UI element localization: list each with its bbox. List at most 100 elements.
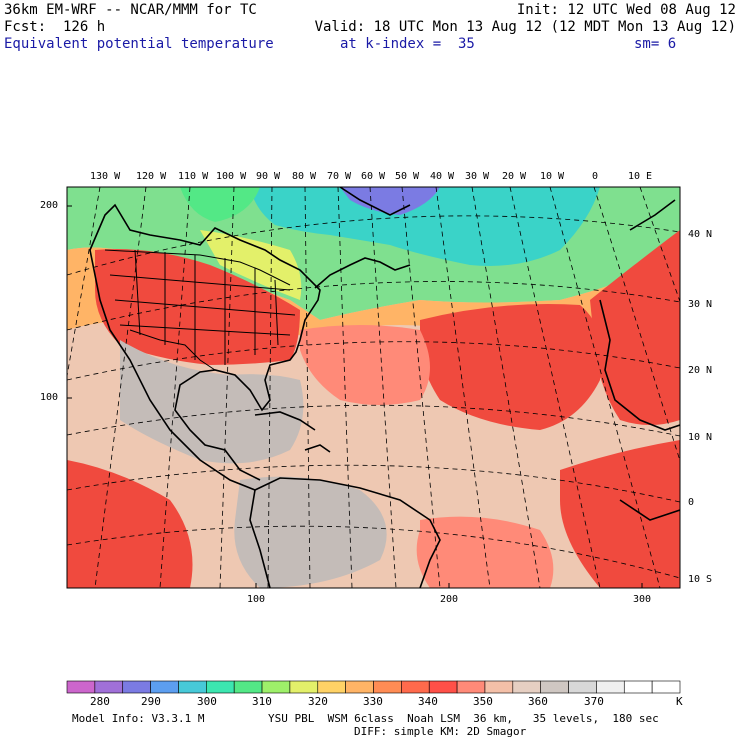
parallel-10s [67, 525, 680, 579]
parallel-40n [67, 215, 680, 276]
colorbar-swatch [401, 680, 430, 694]
coast-cuba [254, 411, 316, 431]
meridian-1 [67, 187, 101, 379]
coast-hispaniola [304, 444, 331, 453]
colorbar-label: 300 [197, 695, 217, 708]
meridian-7 [337, 187, 353, 588]
lon-label: 110 W [178, 171, 209, 182]
grid-y-label: 100 [40, 392, 59, 403]
coast-labrador [314, 257, 411, 289]
meridian-11 [471, 187, 541, 588]
coastlines [89, 187, 680, 588]
field-warm-south [416, 516, 554, 588]
border-states-h3 [119, 324, 291, 336]
colorbar-label: 370 [584, 695, 604, 708]
lat-label: 10 S [688, 574, 713, 585]
meridian-9 [401, 187, 441, 588]
coast-west-africa [599, 299, 680, 431]
valid-time: Valid: 18 UTC Mon 13 Aug 12 (12 MDT Mon … [314, 19, 736, 35]
meridian-13 [549, 187, 661, 588]
meridian-10 [435, 187, 491, 588]
lon-label: 0 [592, 171, 599, 182]
smoothing-label: sm= 6 [634, 36, 677, 52]
colorbar-swatch [456, 680, 486, 694]
lon-label: 10 W [540, 171, 565, 182]
colorbar-label: 290 [141, 695, 161, 708]
coast-south-america [254, 477, 441, 588]
lon-label: 30 W [465, 171, 490, 182]
lat-label: 30 N [688, 299, 713, 310]
physics-info: YSU PBL WSM 6class Noah LSM 36 km, 35 le… [268, 712, 659, 725]
colorbar-swatch [596, 680, 625, 694]
coast-west-mexico [89, 249, 256, 491]
colorbar-label: 350 [473, 695, 493, 708]
grid-y-label: 200 [40, 200, 59, 211]
field-name: Equivalent potential temperature [4, 36, 274, 52]
coast-south-america-west [249, 489, 271, 588]
colorbar-swatch [623, 680, 653, 694]
lon-label: 80 W [292, 171, 317, 182]
meridian-8 [369, 187, 397, 588]
coast-gulf-guinea [619, 499, 680, 521]
colorbar-swatch [568, 680, 597, 694]
political-borders [104, 249, 296, 371]
field-warm-mid [300, 325, 430, 405]
border-us-mexico [129, 329, 216, 371]
lon-label: 130 W [90, 171, 121, 182]
border-us-canada [104, 249, 291, 286]
colorbar-label: 360 [528, 695, 548, 708]
colorbar-swatch [150, 680, 179, 694]
colorbar-label: 320 [308, 695, 328, 708]
grid-x-label: 300 [633, 594, 652, 605]
forecast-hour: Fcst: 126 h [4, 19, 106, 35]
colorbar-swatch [261, 680, 291, 694]
lon-label: 20 W [502, 171, 527, 182]
colorbar-swatch [651, 680, 681, 694]
colorbar-swatch [233, 680, 263, 694]
colorbar-label: 280 [90, 695, 110, 708]
meridian-12 [509, 187, 601, 588]
field-polar-cold [250, 187, 600, 266]
colorbar-swatch [345, 680, 374, 694]
colorbar-swatch [540, 680, 569, 694]
colorbar-swatch [512, 680, 541, 694]
lat-label: 0 [688, 497, 695, 508]
colorbar-label: 340 [418, 695, 438, 708]
colorbar-unit: K [676, 695, 683, 708]
lat-label: 40 N [688, 229, 713, 240]
level-label: at k-index = 35 [340, 36, 475, 52]
parallel-10n [67, 404, 680, 437]
colorbar-label: 310 [252, 695, 272, 708]
map-frame [66, 186, 681, 589]
lon-label: 50 W [395, 171, 420, 182]
colorbar-swatch [428, 680, 458, 694]
meridian-2 [94, 187, 147, 588]
lon-label: 90 W [256, 171, 281, 182]
lat-label: 20 N [688, 365, 713, 376]
border-states-v1 [134, 249, 141, 336]
colorbar-swatch [122, 680, 151, 694]
lon-label: 10 E [628, 171, 653, 182]
colorbar [66, 680, 681, 694]
lon-label: 60 W [361, 171, 386, 182]
border-states-v6 [274, 279, 279, 346]
field-gray-amazon [234, 476, 387, 588]
field-hot-east-pacific [67, 460, 193, 588]
colorbar-swatch [484, 680, 514, 694]
field-hot-africa [590, 230, 680, 425]
grid-x-label: 100 [247, 594, 266, 605]
colorbar-swatch [373, 680, 402, 694]
lon-label: 70 W [327, 171, 352, 182]
lon-label: 100 W [216, 171, 247, 182]
colorbar-label: 330 [363, 695, 383, 708]
meridian-6 [304, 187, 311, 588]
model-info: Model Info: V3.3.1 M [72, 712, 205, 725]
field-yellow-lobe [200, 230, 302, 300]
coast-north-america [89, 203, 321, 481]
field-polar-core [340, 187, 440, 215]
field-gray-gulf [120, 340, 304, 464]
lon-label: 120 W [136, 171, 167, 182]
colorbar-swatch [178, 680, 207, 694]
meridian-4 [219, 187, 235, 588]
